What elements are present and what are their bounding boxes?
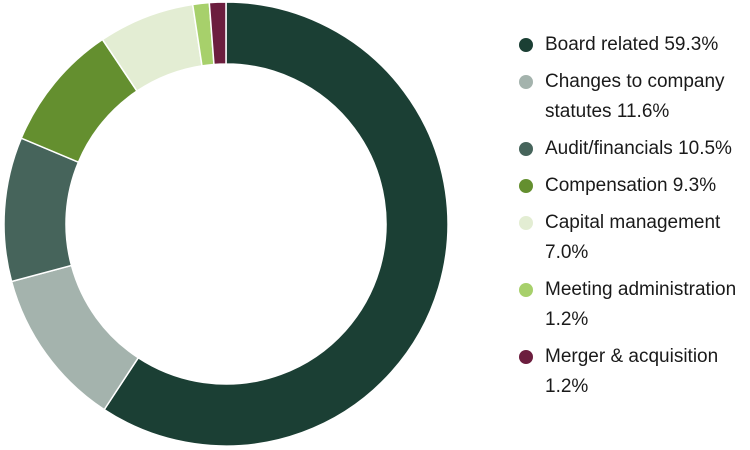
donut-slice-2: [3, 137, 80, 283]
legend-item: Board related 59.3%: [518, 30, 750, 60]
legend-swatch: [519, 142, 533, 156]
legend-swatch: [519, 216, 533, 230]
legend-swatch: [519, 350, 533, 364]
legend-label: Changes to company statutes 11.6%: [545, 71, 725, 122]
legend: Board related 59.3% Changes to company st…: [518, 30, 750, 409]
legend-label: Board related 59.3%: [545, 34, 719, 55]
legend-label: Meeting administration 1.2%: [545, 279, 737, 330]
legend-swatch: [519, 38, 533, 52]
legend-item: Meeting administration 1.2%: [518, 275, 750, 335]
legend-label: Capital management 7.0%: [545, 212, 721, 263]
donut-slice-0: [103, 1, 449, 447]
legend-swatch: [519, 179, 533, 193]
legend-swatch: [519, 75, 533, 89]
donut-slice-1: [10, 264, 140, 411]
legend-label: Compensation 9.3%: [545, 175, 717, 196]
donut-slice-6: [208, 1, 227, 66]
legend-item: Capital management 7.0%: [518, 208, 750, 268]
legend-label: Audit/financials 10.5%: [545, 138, 732, 159]
legend-item: Merger & acquisition 1.2%: [518, 342, 750, 402]
legend-label: Merger & acquisition 1.2%: [545, 346, 719, 397]
legend-item: Compensation 9.3%: [518, 171, 750, 201]
donut-chart: [3, 1, 449, 447]
legend-item: Audit/financials 10.5%: [518, 134, 750, 164]
legend-item: Changes to company statutes 11.6%: [518, 67, 750, 127]
legend-swatch: [519, 283, 533, 297]
